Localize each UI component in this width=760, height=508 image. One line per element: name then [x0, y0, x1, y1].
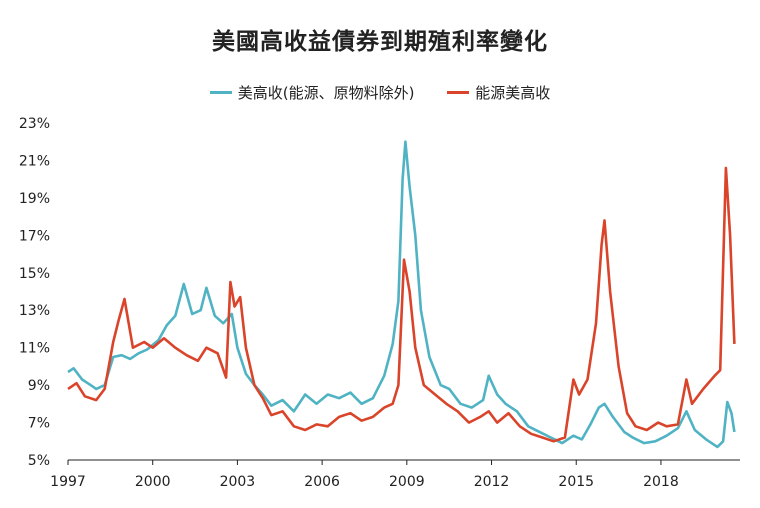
- x-tick-label: 2009: [389, 474, 425, 490]
- y-tick-label: 9%: [28, 378, 50, 394]
- y-tick-label: 21%: [19, 153, 50, 169]
- legend: 美高收(能源、原物料除外) 能源美高收: [0, 80, 760, 103]
- x-tick-label: 2012: [474, 474, 510, 490]
- y-tick-label: 23%: [19, 116, 50, 132]
- y-tick-label: 7%: [28, 416, 50, 432]
- x-tick-label: 2003: [220, 474, 256, 490]
- x-axis-ticks: 1997 2000 2003 2006 2009 2012 2015 2018: [50, 460, 679, 490]
- legend-swatch-energy: [447, 91, 470, 94]
- x-tick-label: 1997: [50, 474, 86, 490]
- x-tick-label: 2000: [135, 474, 171, 490]
- y-tick-label: 13%: [19, 303, 50, 319]
- series-line-non-energy: [67, 140, 736, 449]
- y-tick-label: 15%: [19, 266, 50, 282]
- series-line-energy: [67, 166, 736, 443]
- legend-item-energy: 能源美高收: [447, 82, 550, 103]
- y-tick-label: 19%: [19, 191, 50, 207]
- y-axis-ticks: 5% 7% 9% 11% 13% 15% 17% 19% 21% 23%: [19, 116, 50, 469]
- legend-swatch-non-energy: [209, 91, 232, 94]
- legend-item-non-energy: 美高收(能源、原物料除外): [209, 82, 415, 103]
- legend-label-energy: 能源美高收: [475, 84, 551, 102]
- chart-title: 美國高收益債券到期殖利率變化: [212, 29, 548, 55]
- y-tick-label: 17%: [19, 228, 50, 244]
- legend-label-non-energy: 美高收(能源、原物料除外): [237, 84, 415, 102]
- x-tick-label: 2018: [643, 474, 679, 490]
- series-lines: [67, 140, 736, 449]
- y-tick-label: 5%: [28, 453, 50, 469]
- x-tick-label: 2006: [304, 474, 340, 490]
- y-tick-label: 11%: [19, 341, 50, 357]
- x-tick-label: 2015: [558, 474, 594, 490]
